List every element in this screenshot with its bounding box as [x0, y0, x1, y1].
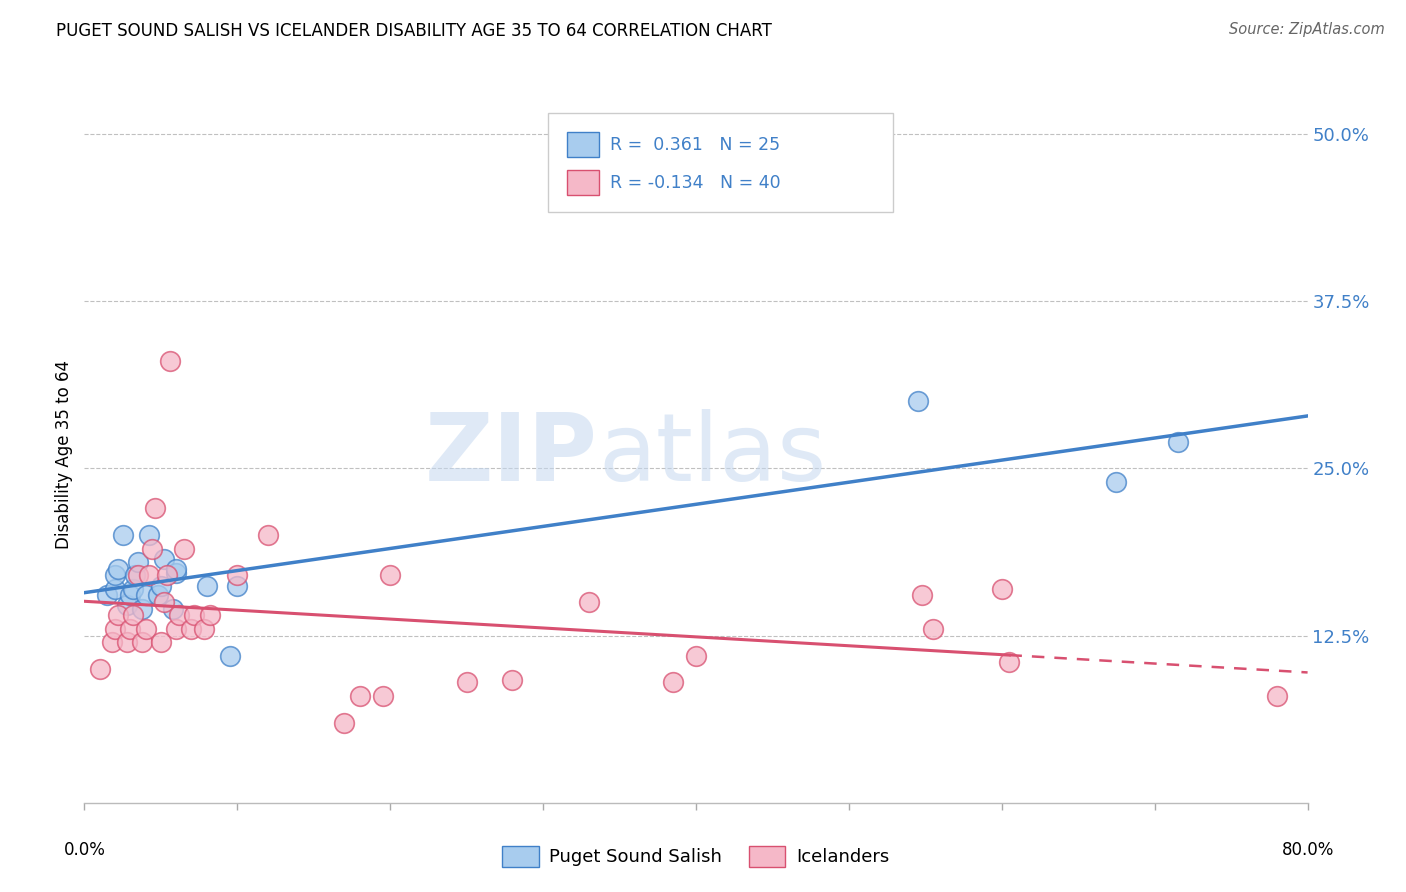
Point [141, 541, 163, 556]
Point [922, 622, 945, 636]
Point [115, 635, 138, 649]
Point [122, 582, 145, 596]
Point [685, 648, 707, 663]
Point [153, 552, 176, 566]
Point [998, 655, 1021, 669]
Point [104, 622, 127, 636]
Point [180, 622, 202, 636]
Point [380, 568, 402, 582]
Point [115, 598, 138, 612]
Point [111, 528, 134, 542]
Point [183, 608, 205, 623]
Point [131, 635, 153, 649]
Point [104, 568, 127, 582]
Point [226, 568, 249, 582]
Point [120, 622, 142, 636]
Point [1265, 689, 1288, 703]
Point [218, 648, 240, 663]
Point [122, 608, 145, 623]
Text: ZIP: ZIP [425, 409, 598, 501]
Point [138, 568, 160, 582]
Point [104, 582, 127, 596]
Point [149, 579, 172, 593]
Point [167, 608, 190, 623]
Point [198, 608, 221, 623]
Point [193, 622, 215, 636]
Point [143, 501, 166, 516]
Point [195, 579, 218, 593]
Point [156, 568, 179, 582]
Point [502, 673, 524, 687]
Text: 80.0%: 80.0% [1281, 841, 1334, 859]
Point [120, 589, 142, 603]
Point [96, 589, 118, 603]
Point [173, 541, 195, 556]
Point [226, 579, 249, 593]
Point [257, 528, 280, 542]
Point [162, 602, 184, 616]
Point [107, 562, 129, 576]
Point [578, 595, 600, 609]
Point [146, 589, 169, 603]
Point [165, 562, 187, 576]
Text: PUGET SOUND SALISH VS ICELANDER DISABILITY AGE 35 TO 64 CORRELATION CHART: PUGET SOUND SALISH VS ICELANDER DISABILI… [56, 22, 772, 40]
Point [131, 602, 153, 616]
Text: R = -0.134   N = 40: R = -0.134 N = 40 [610, 174, 780, 192]
Point [159, 354, 181, 368]
Point [349, 689, 371, 703]
Point [1167, 434, 1189, 449]
Point [149, 635, 172, 649]
Point [371, 689, 394, 703]
Point [127, 555, 149, 569]
Point [89, 662, 111, 676]
Text: atlas: atlas [598, 409, 827, 501]
Point [1105, 475, 1128, 489]
Text: Source: ZipAtlas.com: Source: ZipAtlas.com [1229, 22, 1385, 37]
Point [127, 568, 149, 582]
Point [107, 608, 129, 623]
Point [138, 528, 160, 542]
Text: 0.0%: 0.0% [63, 841, 105, 859]
Text: R =  0.361   N = 25: R = 0.361 N = 25 [610, 136, 780, 153]
Point [911, 589, 934, 603]
Point [165, 622, 187, 636]
Point [101, 635, 124, 649]
Point [124, 568, 146, 582]
Point [456, 675, 478, 690]
Point [153, 595, 176, 609]
Point [991, 582, 1014, 596]
Point [333, 715, 356, 730]
Point [907, 394, 929, 409]
Point [135, 622, 157, 636]
Point [662, 675, 685, 690]
Legend: Puget Sound Salish, Icelanders: Puget Sound Salish, Icelanders [495, 838, 897, 874]
Point [165, 566, 187, 580]
Y-axis label: Disability Age 35 to 64: Disability Age 35 to 64 [55, 360, 73, 549]
Point [135, 589, 157, 603]
